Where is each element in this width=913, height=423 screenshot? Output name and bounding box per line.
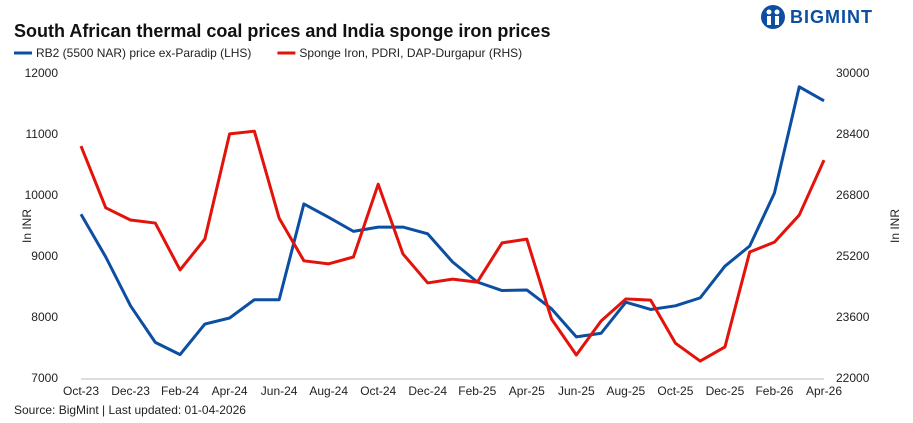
y2-tick-label: 25200 [836, 249, 870, 263]
x-tick-label: Jun-25 [558, 384, 595, 398]
logo-text: BIGMINT [790, 7, 873, 27]
y-tick-label: 12000 [25, 66, 59, 80]
y2-tick-label: 23600 [836, 310, 870, 324]
y2-tick-label: 26800 [836, 188, 870, 202]
y2-axis-title: In INR [888, 209, 902, 243]
y-tick-label: 10000 [25, 188, 59, 202]
x-tick-label: Oct-25 [657, 384, 693, 398]
legend-label: Sponge Iron, PDRI, DAP-Durgapur (RHS) [299, 46, 522, 60]
y2-tick-label: 30000 [836, 66, 870, 80]
y2-tick-label: 22000 [836, 371, 870, 385]
x-tick-label: Apr-25 [509, 384, 545, 398]
series-line [79, 85, 825, 357]
legend-label: RB2 (5500 NAR) price ex-Paradip (LHS) [36, 46, 251, 60]
series-line [79, 129, 826, 363]
x-tick-label: Oct-24 [360, 384, 396, 398]
x-tick-label: Apr-24 [212, 384, 248, 398]
y2-tick-label: 28400 [836, 127, 870, 141]
x-tick-label: Dec-23 [111, 384, 150, 398]
x-tick-label: Feb-25 [458, 384, 496, 398]
source-note: Source: BigMint | Last updated: 01-04-20… [14, 403, 246, 417]
y-tick-label: 9000 [31, 249, 58, 263]
x-tick-label: Dec-25 [706, 384, 745, 398]
y-tick-label: 11000 [26, 127, 59, 141]
logo-icon [761, 5, 785, 29]
x-tick-label: Feb-24 [161, 384, 199, 398]
x-tick-label: Jun-24 [261, 384, 298, 398]
x-tick-label: Feb-26 [755, 384, 793, 398]
x-tick-label: Apr-26 [806, 384, 842, 398]
y-tick-label: 7000 [31, 371, 58, 385]
x-tick-label: Dec-24 [408, 384, 447, 398]
x-tick-label: Aug-24 [309, 384, 348, 398]
chart-title: South African thermal coal prices and In… [14, 21, 550, 41]
x-tick-label: Oct-23 [63, 384, 99, 398]
y-axis-title: In INR [20, 209, 34, 243]
x-tick-label: Aug-25 [607, 384, 646, 398]
y-tick-label: 8000 [31, 310, 58, 324]
